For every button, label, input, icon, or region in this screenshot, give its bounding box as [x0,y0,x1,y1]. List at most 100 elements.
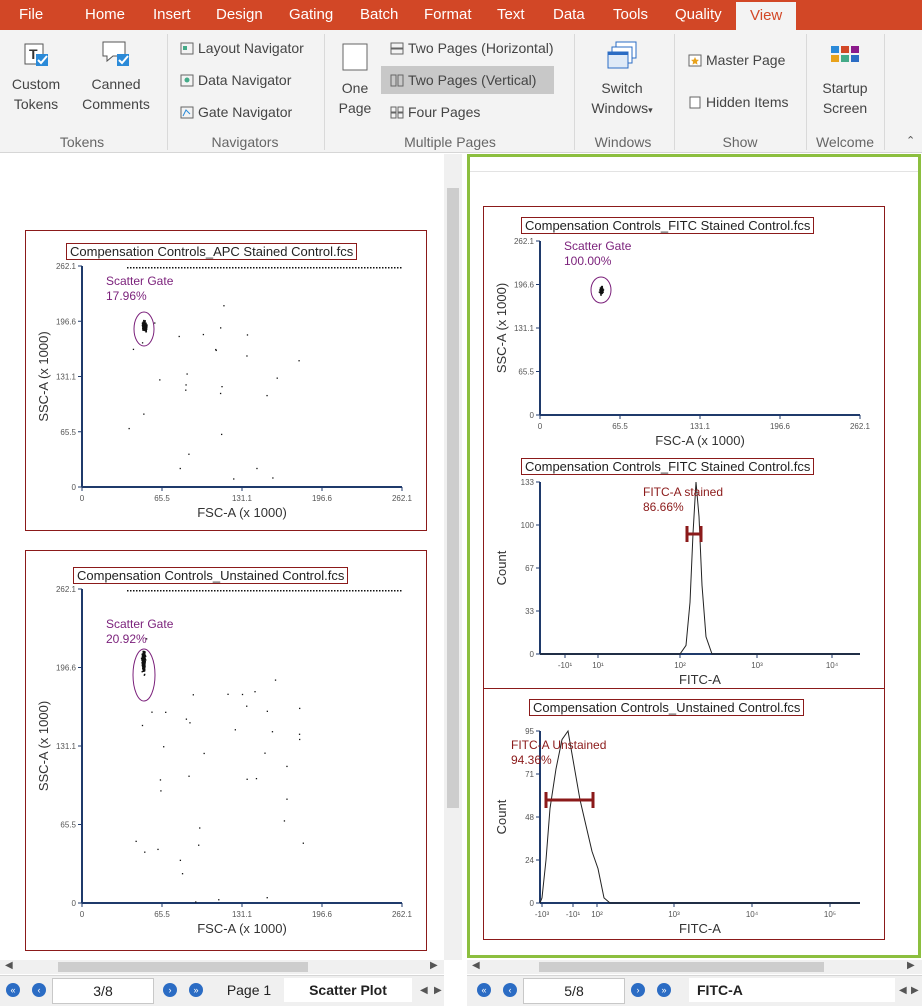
menu-file[interactable]: File [19,6,44,23]
histogram-unstained[interactable]: Compensation Controls_Unstained Control.… [483,688,885,940]
left-vertical-scroll-thumb[interactable] [447,188,459,808]
scroll-right-icon[interactable]: ▶ [430,960,438,971]
startup-screen-button[interactable]: Startup Screen [814,38,876,118]
x-tick-label: 131.1 [232,910,253,919]
event-point [352,590,354,592]
event-point [130,267,132,269]
event-point [265,590,267,592]
event-point [361,590,363,592]
next-page-icon[interactable]: › [163,983,177,997]
page-tab-page1[interactable]: Page 1 [226,982,272,998]
page-number-field[interactable]: 3/8 [52,978,154,1004]
four-pages-button[interactable]: Four Pages [388,98,480,126]
event-point [142,324,145,327]
layout-navigator-button[interactable]: Layout Navigator [178,34,304,62]
event-point [215,349,217,352]
scroll-left-icon[interactable]: ◀ [5,960,13,971]
tab-scroll-left-icon[interactable]: ◀ [899,985,907,996]
menu-insert[interactable]: Insert [153,6,191,23]
event-point [223,267,225,269]
hidden-items-button[interactable]: Hidden Items [686,88,788,116]
next-page-icon[interactable]: › [631,983,645,997]
scroll-left-icon[interactable]: ◀ [472,960,480,971]
prev-page-icon[interactable]: ‹ [503,983,517,997]
histogram-fitc-stained[interactable]: Compensation Controls_FITC Stained Contr… [483,458,885,689]
y-axis-label: SSC-A (x 1000) [36,701,51,791]
first-page-icon[interactable]: « [6,983,20,997]
tab-scroll-right-icon[interactable]: ▶ [911,985,919,996]
menu-batch[interactable]: Batch [360,6,399,23]
two-pages-vertical-button[interactable]: Two Pages (Vertical) [381,66,554,94]
scatter-plot-unstained[interactable]: Compensation Controls_Unstained Control.… [25,550,427,951]
tab-scroll-right-icon[interactable]: ▶ [434,985,442,996]
last-page-icon[interactable]: » [189,983,203,997]
x-axis-label: FITC-A [679,921,721,936]
collapse-ribbon-icon[interactable]: ⌃ [906,135,916,147]
event-point [246,334,249,336]
event-point [319,590,321,592]
menu-format[interactable]: Format [424,6,472,23]
menu-gating[interactable]: Gating [289,6,334,23]
event-point [286,590,288,592]
event-point [219,392,222,395]
data-navigator-button[interactable]: Data Navigator [178,66,291,94]
scatter-plot-fitc[interactable]: Compensation Controls_FITC Stained Contr… [483,206,885,460]
event-point [266,394,268,397]
switch-windows-label-text: Windows [591,100,649,116]
event-point [169,590,171,592]
event-point [196,267,198,269]
event-point [289,590,291,592]
right-horizontal-scrollbar[interactable]: ◀ ▶ [467,960,922,974]
custom-tokens-button[interactable]: T Custom Tokens [6,38,66,114]
tab-scroll-left-icon[interactable]: ◀ [420,985,428,996]
event-point [316,590,318,592]
event-point [205,590,207,592]
event-point [202,267,204,269]
one-page-button[interactable]: One Page [334,38,376,118]
menu-tools[interactable]: Tools [613,6,649,23]
event-point [175,590,177,592]
event-point [265,267,267,269]
event-point [143,652,145,654]
event-point [144,325,146,327]
gate-name: Scatter Gate [564,239,632,253]
right-horizontal-scroll-thumb[interactable] [539,962,824,972]
event-point [385,267,387,269]
menu-quality[interactable]: Quality [675,6,722,23]
event-point [352,267,354,269]
page-number-field[interactable]: 5/8 [523,978,625,1004]
event-point [367,267,369,269]
event-point [376,590,378,592]
event-point [325,267,327,269]
event-point [143,660,145,662]
event-point [142,590,144,592]
left-horizontal-scrollbar[interactable]: ◀ ▶ [0,960,444,974]
two-pages-horizontal-button[interactable]: Two Pages (Horizontal) [388,34,554,62]
prev-page-icon[interactable]: ‹ [32,983,46,997]
event-point [253,267,255,269]
event-point [202,590,204,592]
event-point [188,775,190,777]
menu-view[interactable]: View [736,2,797,30]
event-point [298,267,300,269]
canned-comments-button[interactable]: Canned Comments [78,38,154,114]
menu-home[interactable]: Home [85,6,126,23]
menu-data[interactable]: Data [553,6,585,23]
left-vertical-scrollbar[interactable] [444,154,462,960]
scatter-plot-apc[interactable]: Compensation Controls_APC Stained Contro… [25,230,427,531]
first-page-icon[interactable]: « [477,983,491,997]
scroll-right-icon[interactable]: ▶ [907,960,915,971]
menu-design[interactable]: Design [216,6,263,23]
event-point [600,293,602,295]
master-page-button[interactable]: Master Page [686,46,785,74]
switch-windows-button[interactable]: Switch Windows▾ [584,38,660,120]
event-point [325,590,327,592]
menu-text[interactable]: Text [497,6,525,23]
gate-percent: 100.00% [564,254,612,268]
page-tab-fitc-a[interactable]: FITC-A [689,978,895,1002]
gate-navigator-button[interactable]: Gate Navigator [178,98,292,126]
left-horizontal-scroll-thumb[interactable] [58,962,308,972]
page-tab-scatter-plot[interactable]: Scatter Plot [284,978,412,1002]
last-page-icon[interactable]: » [657,983,671,997]
dropdown-arrow-icon: ▾ [648,105,653,115]
